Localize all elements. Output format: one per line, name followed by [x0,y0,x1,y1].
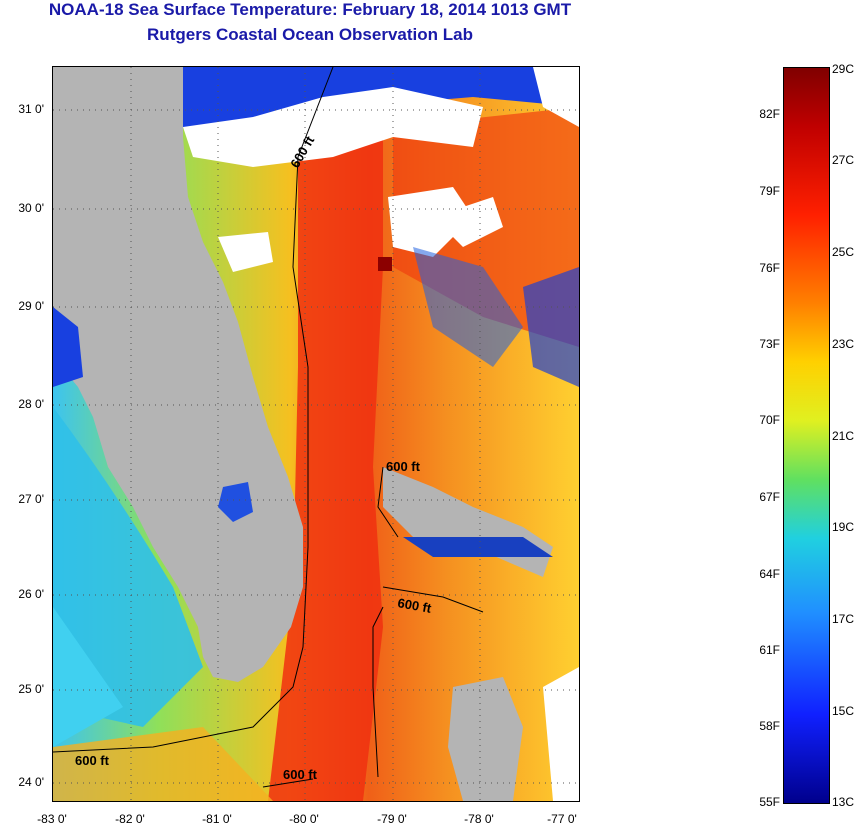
colorbar-celsius-label: 15C [832,704,855,718]
lon-tick-label: -83 0' [37,812,67,826]
colorbar-fahrenheit-label: 61F [759,643,780,657]
colorbar-fahrenheit-label: 67F [759,490,780,504]
lat-tick-label: 24 0' [18,775,44,789]
colorbar-celsius-label: 25C [832,245,855,259]
lon-tick-label: -81 0' [202,812,232,826]
contour-label: 600 ft [283,767,318,782]
colorbar-celsius-label: 21C [832,429,855,443]
lon-tick-label: -77 0' [547,812,577,826]
map-subtitle: Rutgers Coastal Ocean Observation Lab [147,25,473,44]
lon-tick-label: -79 0' [377,812,407,826]
lat-tick-label: 26 0' [18,587,44,601]
lon-tick-label: -78 0' [464,812,494,826]
lat-tick-label: 31 0' [18,102,44,116]
lat-tick-label: 29 0' [18,299,44,313]
temperature-colorbar [783,67,830,804]
lon-tick-label: -80 0' [289,812,319,826]
colorbar-celsius-label: 19C [832,520,855,534]
sst-map: 600 ft 600 ft 600 ft 600 ft 600 ft [52,66,580,802]
lon-tick-label: -82 0' [115,812,145,826]
colorbar-celsius-label: 17C [832,612,855,626]
colorbar-celsius-label: 23C [832,337,855,351]
colorbar-celsius-label: 13C [832,795,855,809]
colorbar-fahrenheit-label: 58F [759,719,780,733]
sst-map-graphic: 600 ft 600 ft 600 ft 600 ft 600 ft [53,67,579,801]
colorbar-fahrenheit-label: 79F [759,184,780,198]
colorbar-celsius-label: 29C [832,62,855,76]
colorbar-celsius-label: 27C [832,153,855,167]
lat-tick-label: 27 0' [18,492,44,506]
colorbar-fahrenheit-label: 82F [759,107,780,121]
colorbar-fahrenheit-label: 73F [759,337,780,351]
lat-tick-label: 25 0' [18,682,44,696]
contour-label: 600 ft [396,595,433,616]
map-title: NOAA-18 Sea Surface Temperature: Februar… [48,0,572,19]
lat-tick-label: 30 0' [18,201,44,215]
colorbar-fahrenheit-label: 55F [759,795,780,809]
lat-tick-label: 28 0' [18,397,44,411]
colorbar-fahrenheit-label: 76F [759,261,780,275]
colorbar-fahrenheit-label: 70F [759,413,780,427]
contour-label: 600 ft [75,753,110,768]
colorbar-fahrenheit-label: 64F [759,567,780,581]
contour-label: 600 ft [386,459,421,474]
